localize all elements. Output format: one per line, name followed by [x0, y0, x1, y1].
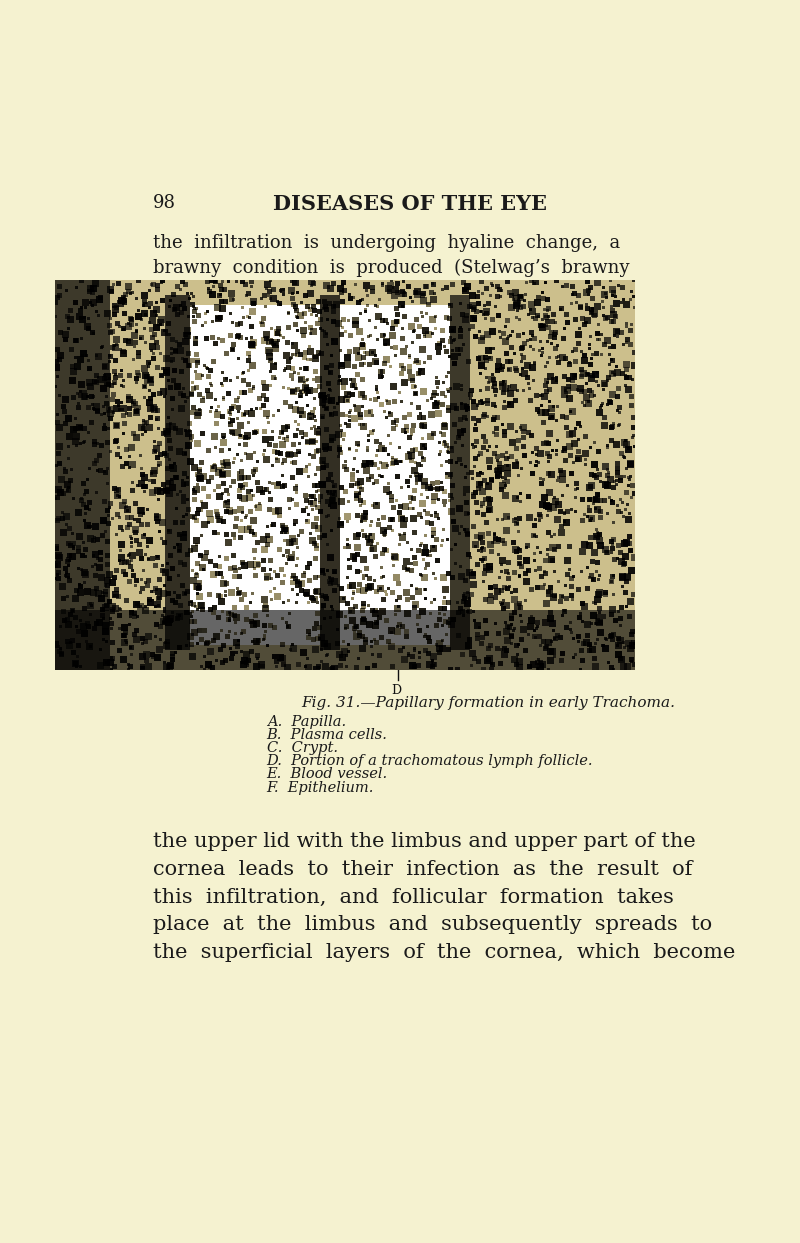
Text: C: C [201, 374, 210, 387]
Text: place  at  the  limbus  and  subsequently  spreads  to: place at the limbus and subsequently spr… [153, 915, 712, 935]
Text: the upper lid with the limbus and upper part of the: the upper lid with the limbus and upper … [153, 832, 695, 851]
Text: F.  Epithelium.: F. Epithelium. [266, 781, 374, 794]
Text: oedema).: oedema). [153, 283, 237, 301]
Text: 98: 98 [153, 194, 176, 211]
Text: C.  Crypt.: C. Crypt. [266, 741, 338, 756]
Text: D: D [391, 685, 401, 697]
Text: the  infiltration  is  undergoing  hyaline  change,  a: the infiltration is undergoing hyaline c… [153, 234, 620, 252]
Text: the  superficial  layers  of  the  cornea,  which  become: the superficial layers of the cornea, wh… [153, 943, 735, 962]
Text: E.  Blood vessel.: E. Blood vessel. [266, 767, 388, 782]
Text: B.  Plasma cells.: B. Plasma cells. [266, 728, 387, 742]
Text: D.  Portion of a trachomatous lymph follicle.: D. Portion of a trachomatous lymph folli… [266, 755, 593, 768]
Text: brawny  condition  is  produced  (Stelwag’s  brawny: brawny condition is produced (Stelwag’s … [153, 259, 630, 277]
Text: The  constant  contact  of  the  follicles  present  in: The constant contact of the follicles pr… [153, 308, 619, 326]
Text: Fig. 31.—Papillary formation in early Trachoma.: Fig. 31.—Papillary formation in early Tr… [302, 696, 675, 710]
Text: A.  Papilla.: A. Papilla. [266, 715, 346, 730]
Text: this  infiltration,  and  follicular  formation  takes: this infiltration, and follicular format… [153, 888, 674, 906]
Text: cornea  leads  to  their  infection  as  the  result  of: cornea leads to their infection as the r… [153, 860, 692, 879]
Text: DISEASES OF THE EYE: DISEASES OF THE EYE [273, 194, 547, 214]
Text: B: B [146, 374, 156, 387]
